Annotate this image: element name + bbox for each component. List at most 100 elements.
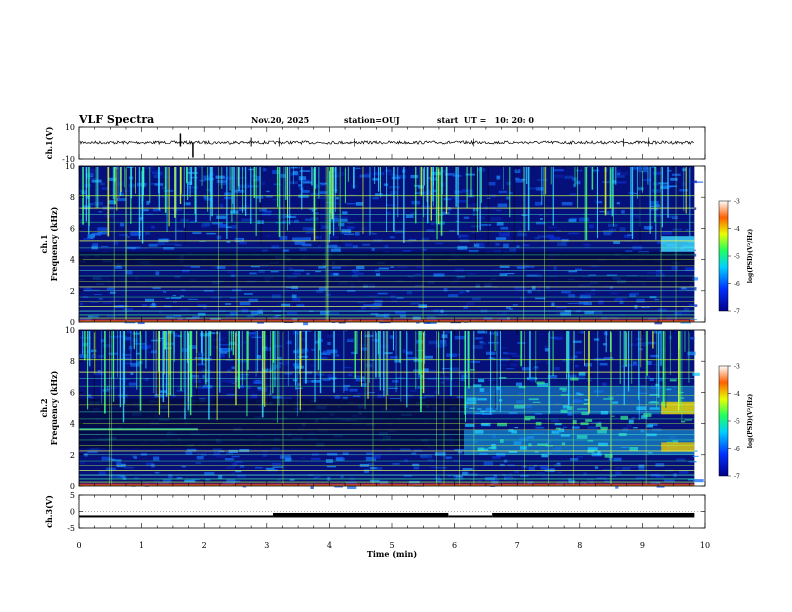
x-axis-label: Time (min)	[367, 549, 417, 559]
emission-line	[79, 428, 198, 431]
spectral-speckle	[587, 447, 598, 451]
spectral-speckle	[537, 235, 547, 238]
spectral-speckle	[585, 292, 596, 296]
spectral-speckle	[499, 377, 507, 379]
spectral-speckle	[669, 379, 677, 382]
spectral-speckle	[349, 388, 358, 392]
spectral-speckle	[265, 235, 271, 237]
spectral-speckle	[311, 457, 321, 461]
spectral-speckle	[591, 421, 599, 424]
spectral-speckle	[481, 412, 493, 415]
spectral-speckle	[534, 413, 543, 415]
spectral-speckle	[377, 394, 383, 398]
spectral-speckle	[527, 289, 532, 294]
spectral-speckle	[109, 335, 119, 339]
spectral-speckle	[388, 387, 398, 389]
x-tick-label: 8	[577, 541, 582, 550]
spectral-speckle	[378, 267, 389, 270]
spectral-speckle	[498, 190, 508, 194]
spectral-speckle	[536, 472, 545, 474]
spectral-speckle	[372, 197, 379, 200]
spectral-speckle	[151, 183, 162, 185]
spectral-speckle	[354, 375, 361, 379]
spectral-speckle	[550, 420, 560, 422]
spectral-speckle	[216, 265, 226, 269]
spectral-speckle	[204, 197, 213, 201]
spectral-speckle	[492, 434, 496, 438]
spectral-speckle	[621, 365, 626, 368]
spectral-speckle	[415, 266, 423, 269]
spectral-speckle	[390, 266, 395, 268]
spectral-speckle	[158, 310, 163, 314]
spectral-speckle	[462, 468, 473, 471]
spectral-speckle	[199, 240, 206, 242]
spectral-speckle	[518, 393, 525, 395]
spectral-speckle	[213, 339, 224, 341]
spectral-speckle	[238, 373, 249, 376]
spectral-speckle	[508, 450, 518, 453]
spectral-speckle	[458, 234, 462, 239]
spectral-speckle	[629, 447, 638, 451]
spectral-speckle	[247, 333, 257, 337]
spectral-speckle	[497, 203, 508, 208]
spectral-speckle	[499, 273, 508, 276]
spectral-speckle	[299, 180, 310, 182]
spectral-speckle	[423, 248, 427, 251]
spectral-speckle	[427, 459, 434, 461]
spectral-speckle	[673, 387, 677, 389]
spectral-speckle	[463, 249, 471, 251]
spectral-speckle	[535, 361, 541, 364]
spectral-speckle	[83, 238, 91, 240]
spectral-speckle	[261, 368, 273, 372]
spectral-speckle	[506, 317, 510, 321]
spectral-speckle	[684, 419, 692, 421]
spectral-speckle	[583, 403, 590, 405]
spectral-speckle	[190, 374, 199, 378]
spectral-speckle	[79, 317, 87, 321]
spectral-speckle	[263, 454, 267, 457]
spectral-speckle	[107, 201, 116, 205]
spectral-speckle	[101, 456, 111, 461]
ch1-spectrogram-panel	[78, 165, 706, 326]
spectral-speckle	[616, 175, 625, 178]
spectral-speckle	[511, 430, 517, 434]
spectral-speckle	[224, 176, 234, 180]
spectral-speckle	[162, 290, 167, 293]
spectral-speckle	[674, 312, 682, 316]
spectral-speckle	[578, 301, 589, 305]
spectral-speckle	[331, 201, 341, 205]
spectral-speckle	[616, 202, 620, 205]
spectral-speckle	[649, 377, 654, 381]
spectral-speckle	[391, 176, 401, 180]
spectral-speckle	[228, 449, 239, 453]
spectral-speckle	[92, 243, 99, 246]
spectral-speckle	[495, 243, 500, 246]
spectral-speckle	[173, 314, 182, 317]
spectral-speckle	[553, 266, 557, 270]
spectral-speckle	[506, 306, 511, 310]
spectral-speckle	[116, 182, 124, 186]
spectral-speckle	[561, 442, 566, 446]
spectral-speckle	[125, 270, 133, 275]
y-axis-label-line: ch.2	[39, 398, 49, 417]
spectral-speckle	[241, 359, 249, 363]
spectral-speckle	[231, 225, 237, 229]
spectral-speckle	[148, 243, 158, 247]
spectral-speckle	[432, 317, 442, 320]
spectral-speckle	[650, 209, 655, 211]
spectral-speckle	[655, 463, 665, 467]
spectral-speckle	[426, 357, 433, 361]
spectral-speckle	[266, 190, 270, 193]
spectral-speckle	[649, 201, 659, 205]
spectral-speckle	[560, 312, 571, 316]
spectral-speckle	[235, 470, 242, 473]
spectral-speckle	[203, 305, 207, 309]
spectral-speckle	[515, 179, 524, 183]
spectral-speckle	[570, 377, 579, 381]
spectral-speckle	[513, 441, 522, 445]
spectral-speckle	[508, 412, 518, 414]
spectral-speckle	[306, 272, 310, 275]
spectral-speckle	[521, 367, 530, 371]
spectral-speckle	[343, 233, 355, 235]
spectral-speckle	[326, 452, 338, 456]
